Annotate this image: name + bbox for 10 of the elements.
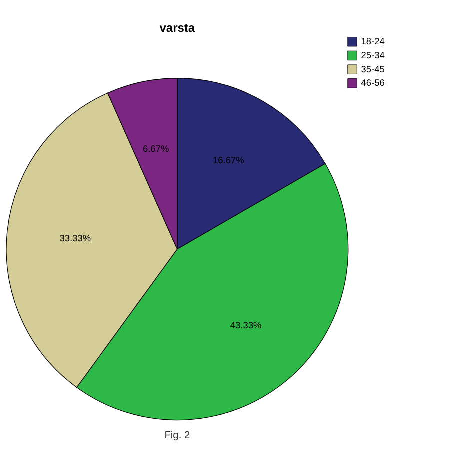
legend-label: 46-56: [361, 78, 385, 88]
legend-label: 35-45: [361, 64, 385, 74]
data-label: 6.67%: [142, 144, 170, 154]
legend-label: 18-24: [361, 36, 385, 47]
caption: Fig. 2: [164, 430, 190, 442]
data-label: 43.33%: [230, 320, 262, 330]
chart-title: varsta: [160, 21, 196, 36]
data-label: 16.67%: [213, 155, 244, 166]
data-label: 33.33%: [60, 233, 92, 244]
legend-label: 25-34: [361, 50, 385, 61]
